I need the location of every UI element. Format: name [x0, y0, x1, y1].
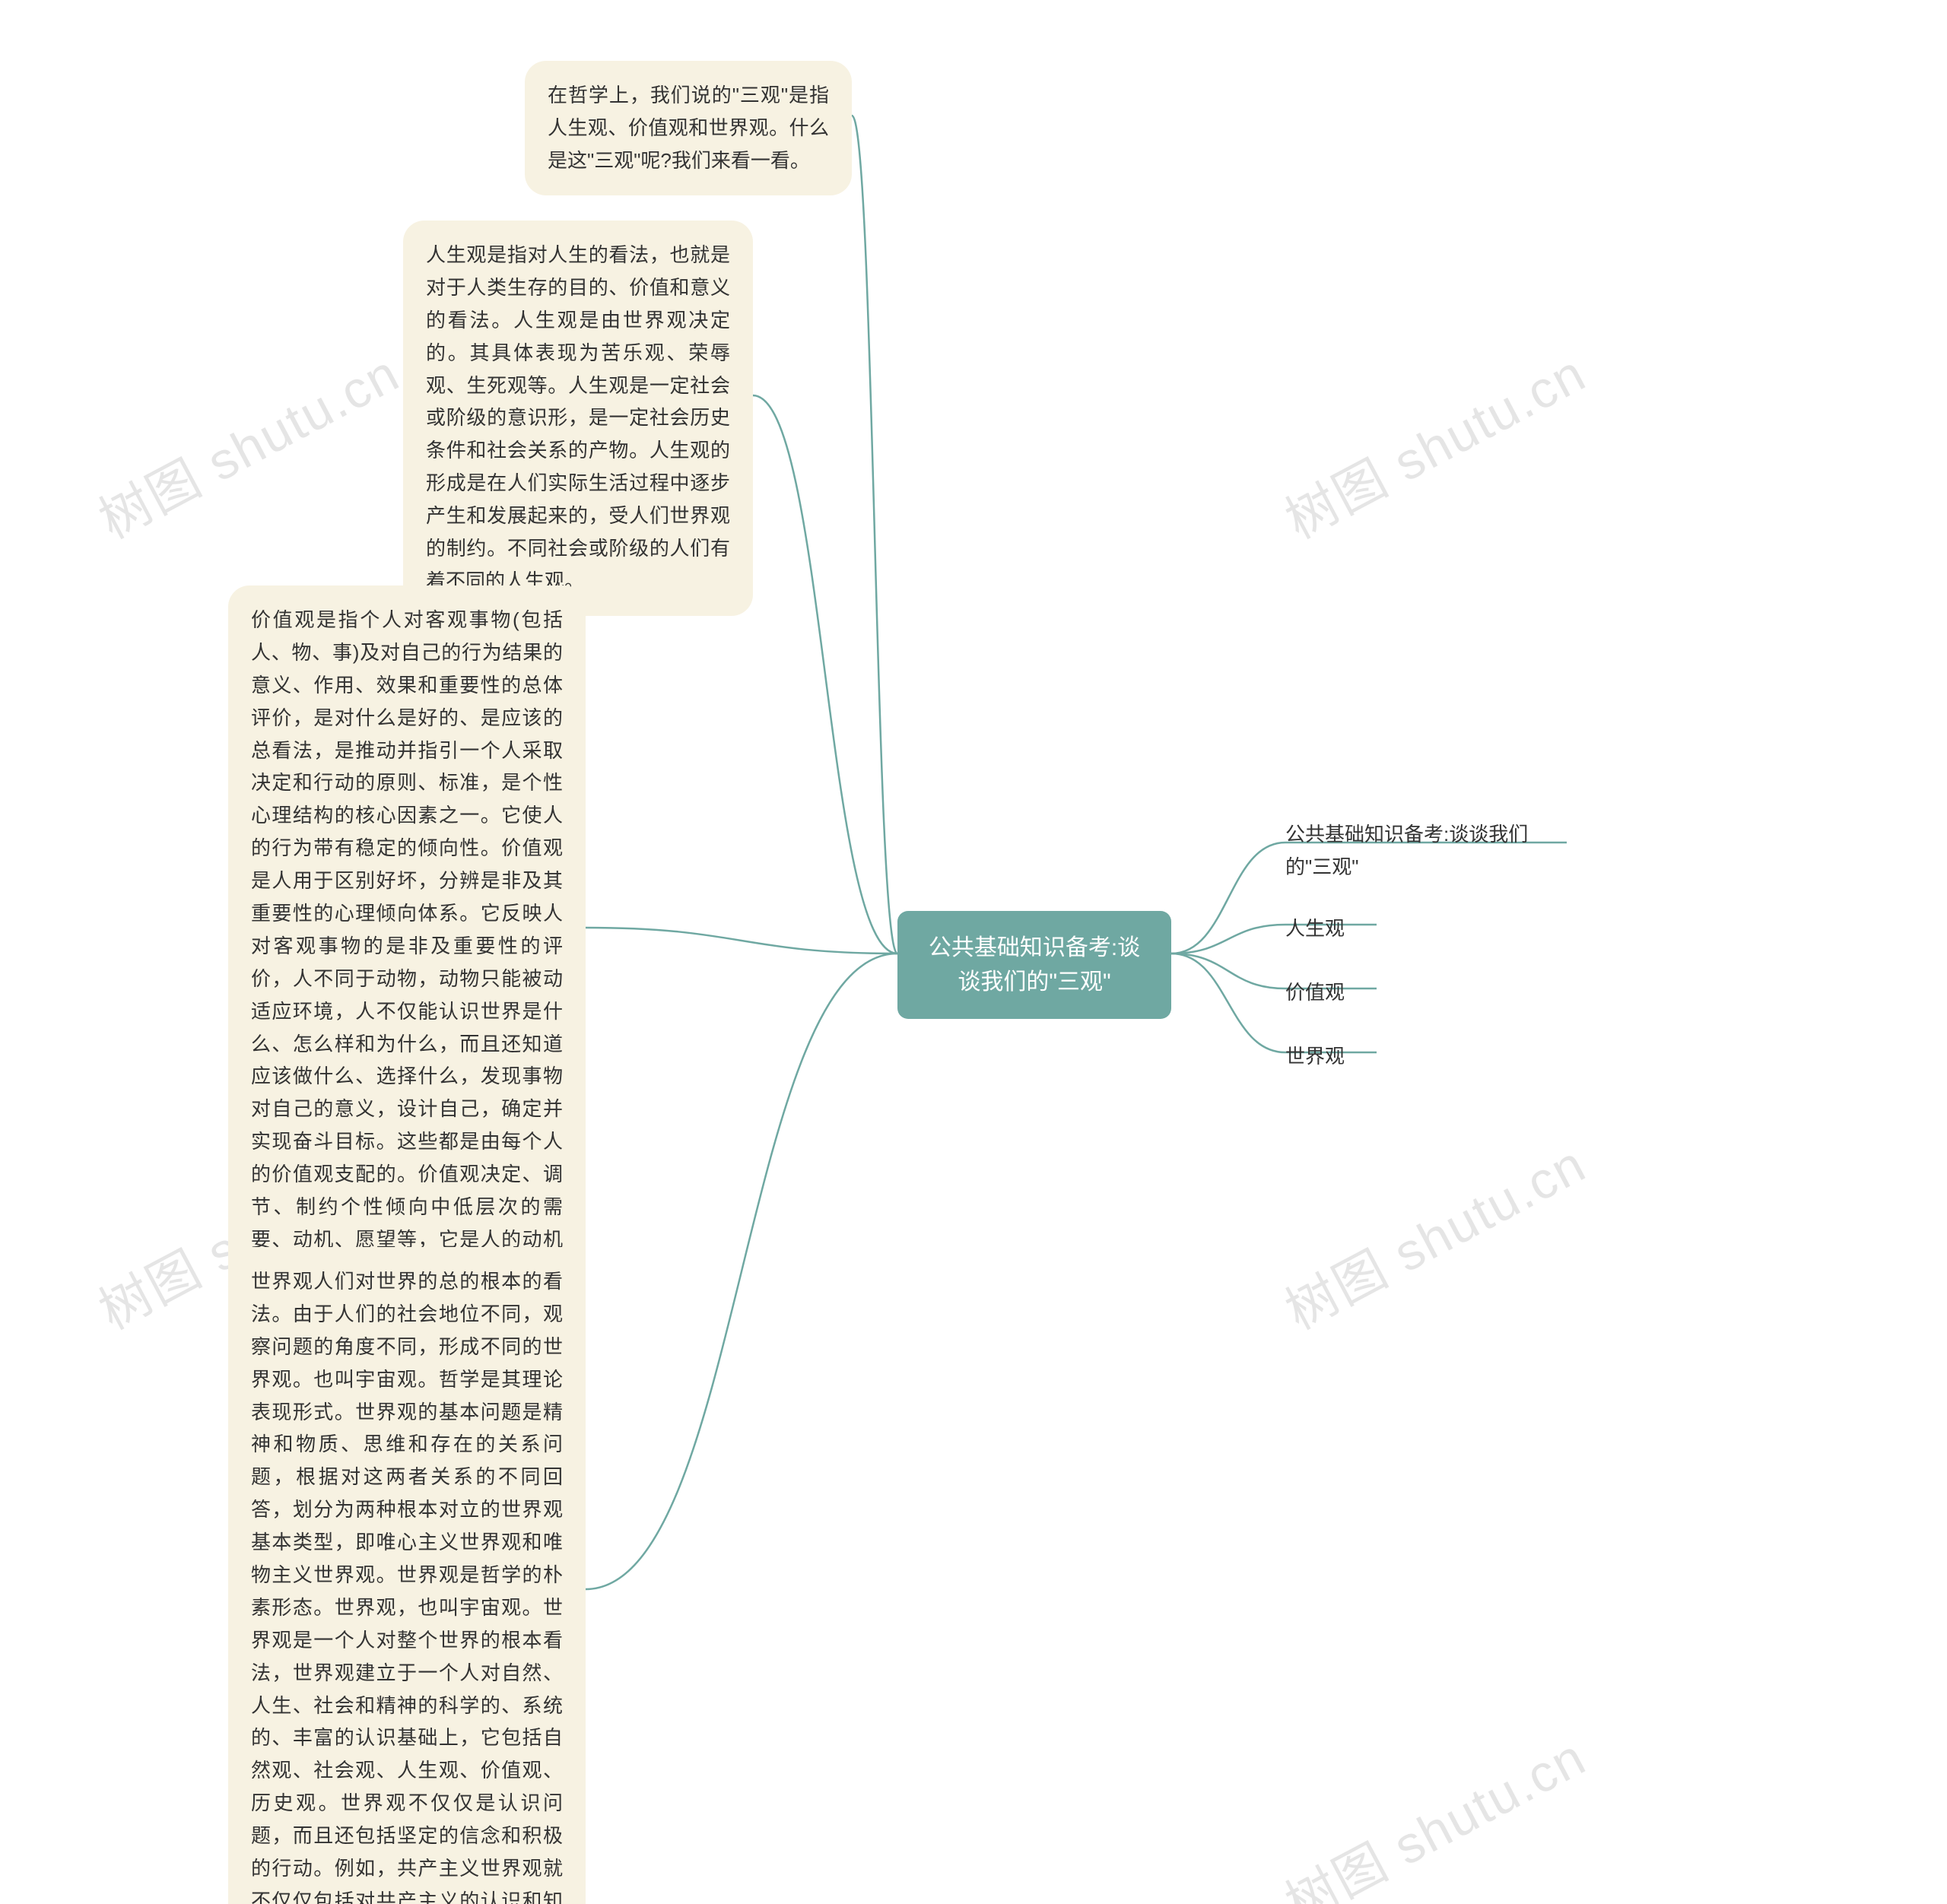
center-node[interactable]: 公共基础知识备考:谈谈我们的"三观" [897, 911, 1171, 1019]
leaf-shijie[interactable]: 世界观人们对世界的总的根本的看法。由于人们的社会地位不同，观察问题的角度不同，形… [228, 1247, 586, 1904]
right-node-1[interactable]: 公共基础知识备考:谈谈我们的"三观" [1285, 815, 1559, 887]
watermark: 树图 shutu.cn [84, 332, 411, 553]
right-node-4[interactable]: 世界观 [1285, 1037, 1345, 1076]
watermark: 树图 shutu.cn [1270, 1715, 1597, 1904]
watermark: 树图 shutu.cn [1270, 1122, 1597, 1344]
watermark: 树图 shutu.cn [1270, 332, 1597, 553]
mindmap-canvas: 树图 shutu.cn 树图 shutu.cn 树图 shutu.cn 树图 s… [0, 0, 1947, 1904]
right-node-2[interactable]: 人生观 [1285, 909, 1345, 948]
leaf-intro[interactable]: 在哲学上，我们说的"三观"是指人生观、价值观和世界观。什么是这"三观"呢?我们来… [525, 61, 852, 195]
right-node-3[interactable]: 价值观 [1285, 973, 1345, 1012]
leaf-rensheng[interactable]: 人生观是指对人生的看法，也就是对于人类生存的目的、价值和意义的看法。人生观是由世… [403, 221, 753, 616]
